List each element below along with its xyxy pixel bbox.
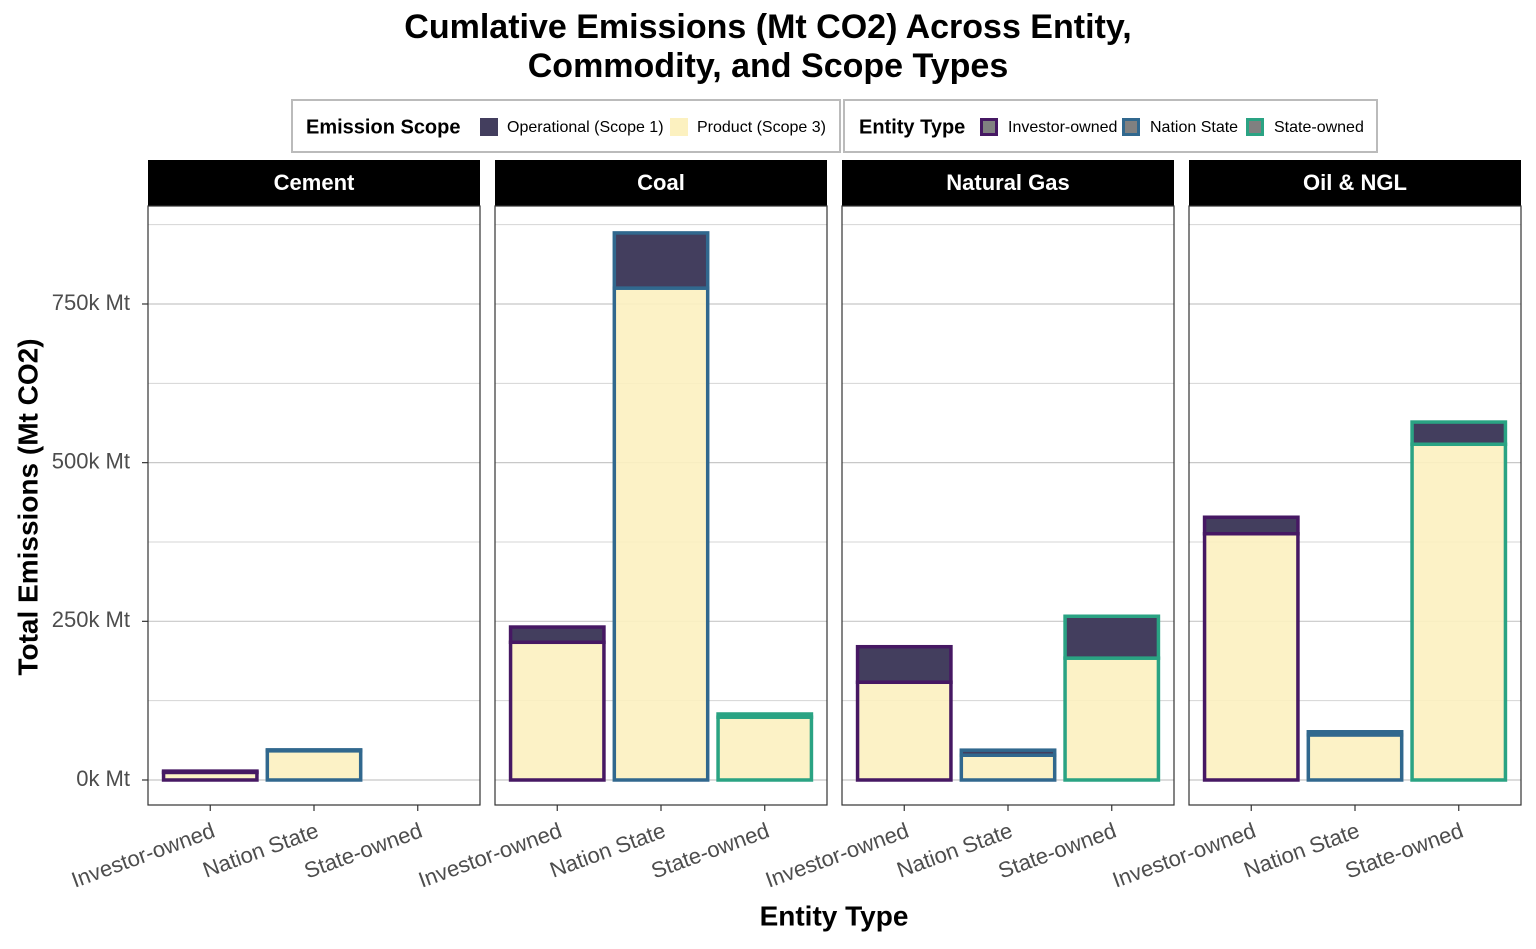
y-tick-label: 250k Mt: [52, 607, 130, 632]
bar-segment: [1410, 442, 1508, 782]
y-tick-label: 0k Mt: [76, 766, 130, 791]
strip: [148, 160, 480, 206]
panel-border: [841, 205, 1175, 806]
bar-segment: [508, 640, 606, 782]
x-tick-label: State-owned: [1342, 818, 1467, 884]
legend-label: State-owned: [1274, 119, 1364, 136]
bar-segment: [959, 753, 1057, 782]
y-tick-label: 750k Mt: [52, 290, 130, 315]
strip: [1189, 160, 1521, 206]
bar-segment: [161, 769, 259, 775]
facet-title: Oil & NGL: [1303, 170, 1407, 195]
x-tick-label: Nation State: [893, 818, 1015, 883]
bar-segment: [1410, 420, 1508, 447]
y-tick-label: 500k Mt: [52, 448, 130, 473]
bar-segment: [265, 749, 363, 782]
x-tick-label: Nation State: [199, 818, 321, 883]
bar-segment: [855, 644, 953, 685]
bar-segment: [265, 748, 363, 753]
panel-border: [494, 205, 828, 806]
x-tick-label: State-owned: [301, 818, 426, 884]
bar-segment: [1063, 656, 1161, 782]
bar-segment: [716, 715, 814, 782]
legend-title: Emission Scope: [306, 116, 461, 138]
bar-segment: [959, 748, 1057, 757]
legend-title: Entity Type: [859, 116, 965, 138]
x-tick-label: Investor-owned: [1109, 818, 1259, 893]
x-tick-label: Investor-owned: [68, 818, 218, 893]
panel-border: [147, 205, 481, 806]
x-tick-label: Investor-owned: [762, 818, 912, 893]
panel: [148, 206, 480, 805]
legend-key: [980, 118, 998, 136]
bar-segment: [508, 625, 606, 645]
facet-title: Cement: [274, 170, 355, 195]
chart-title: Cumlative Emissions (Mt CO2) Across Enti…: [404, 8, 1132, 85]
legend-label: Investor-owned: [1008, 119, 1117, 136]
strip: [842, 160, 1174, 206]
bar-segment: [1202, 515, 1300, 536]
y-axis-title: Total Emissions (Mt CO2): [12, 338, 43, 675]
panel-border: [1188, 205, 1522, 806]
legend-key: [1246, 118, 1264, 136]
x-tick-label: Nation State: [1240, 818, 1362, 883]
bar-segment: [612, 286, 710, 782]
facet-title: Natural Gas: [946, 170, 1070, 195]
bar-segment: [1063, 614, 1161, 660]
legend-box: [291, 99, 841, 153]
x-tick-label: Nation State: [546, 818, 668, 883]
x-tick-label: State-owned: [648, 818, 773, 884]
x-tick-label: State-owned: [995, 818, 1120, 884]
bar-segment: [855, 680, 953, 782]
bar-segment: [1306, 730, 1404, 737]
facet-title: Coal: [637, 170, 685, 195]
legend-key: [480, 118, 498, 136]
bar-segment: [1306, 733, 1404, 782]
legend-label: Nation State: [1150, 119, 1238, 136]
bar-segment: [612, 231, 710, 290]
x-axis-title: Entity Type: [760, 900, 909, 931]
legend-key: [670, 118, 688, 136]
strip: [495, 160, 827, 206]
legend-box: [843, 99, 1378, 153]
legend-label: Product (Scope 3): [697, 119, 826, 136]
x-tick-label: Investor-owned: [415, 818, 565, 893]
legend-label: Operational (Scope 1): [507, 119, 664, 136]
bar-segment: [1202, 531, 1300, 782]
bar-segment: [716, 712, 814, 719]
legend-key: [1122, 118, 1140, 136]
